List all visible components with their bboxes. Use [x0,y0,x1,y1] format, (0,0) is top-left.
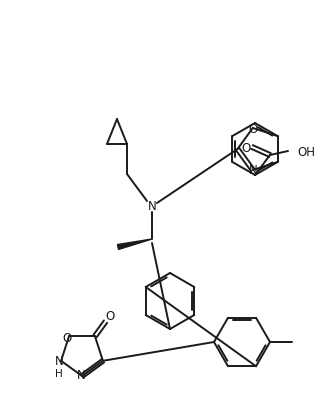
Text: O: O [105,310,114,323]
Text: OH: OH [297,145,315,158]
Text: O: O [63,331,72,344]
Text: O: O [241,141,251,154]
Text: N: N [148,200,156,213]
Text: H: H [55,368,63,378]
Text: N: N [55,354,64,367]
Text: O: O [248,123,257,136]
Polygon shape [117,239,152,250]
Text: N: N [76,369,86,382]
Text: N: N [249,163,257,176]
